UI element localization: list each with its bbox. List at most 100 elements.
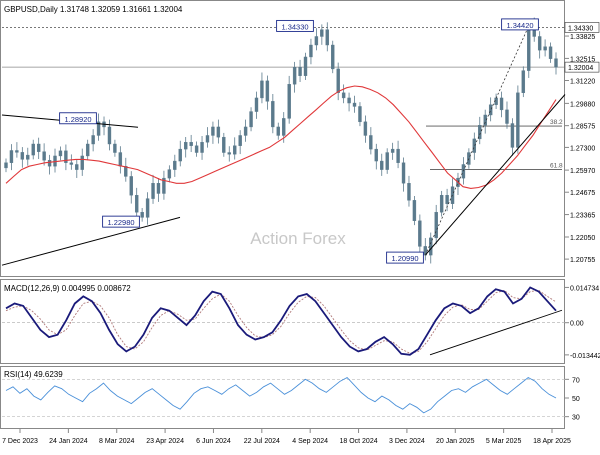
candle-body [499, 97, 504, 111]
annotation-high-2024-box [276, 19, 314, 32]
candle-body [80, 155, 84, 170]
price-y-tick-label: 1.27300 [570, 145, 595, 152]
price-header: GBPUSD,Daily 1.31748 1.32059 1.31661 1.3… [4, 5, 183, 14]
macd-y-axis: 0.014734 0.00 -0.013442 [565, 285, 600, 360]
candle-body [314, 36, 319, 46]
candle-body [527, 25, 531, 71]
candle-body [96, 121, 101, 136]
candle-body [4, 162, 8, 169]
candle-body [543, 46, 547, 51]
candle-body [347, 97, 351, 104]
candle-body [331, 44, 335, 70]
candle-body [113, 143, 117, 153]
candle-body [510, 123, 515, 148]
candle-body [412, 200, 417, 222]
x-tick-label: 4 Sep 2024 [292, 438, 328, 445]
macd-signal-line [5, 289, 557, 354]
x-tick-label: 18 Apr 2025 [533, 438, 571, 445]
candle-body [129, 176, 133, 196]
price-y-tick-label: 1.23365 [570, 213, 595, 220]
candle-body [243, 126, 248, 136]
candle-body [20, 152, 25, 160]
candle-body [478, 125, 482, 140]
candle-body [554, 58, 558, 68]
candle-body [276, 126, 280, 136]
watermark-text: Action Forex [250, 229, 346, 248]
candle-body [58, 150, 63, 157]
price-y-tick-label: 1.31220 [570, 79, 595, 86]
candle-body [385, 152, 389, 170]
candle-body [505, 109, 509, 124]
macd-trend-line [429, 309, 563, 356]
current-price-tag-text: 1.32004 [568, 65, 593, 72]
candle-body [521, 70, 526, 94]
candle-body [140, 212, 144, 218]
candle-body [548, 46, 553, 59]
candle-body [145, 198, 150, 218]
price-overlays: 1.34330 1.34420 1.28920 1.22980 1.20990 [1, 18, 566, 266]
candle-body [271, 101, 275, 128]
candle-body [156, 183, 161, 194]
macd-y-tick-label: 0.014734 [570, 285, 599, 292]
price-y-tick-label: 1.25970 [570, 168, 595, 175]
sma-line [5, 85, 557, 189]
candle-body [162, 177, 166, 194]
candle-body [31, 143, 35, 156]
rsi-series-line [5, 376, 557, 414]
annotation-low-2025-box [386, 251, 424, 264]
price-y-tick-label: 1.22050 [570, 235, 595, 242]
candle-body [374, 148, 378, 162]
macd-main-line [5, 286, 557, 356]
candle-body [189, 142, 193, 146]
price-candles [4, 17, 558, 264]
fib-level-label: 61.8 [550, 163, 563, 170]
candle-body [483, 114, 487, 126]
candle-body [36, 143, 41, 152]
candle-body [167, 169, 172, 179]
candle-body [260, 80, 264, 99]
candle-body [75, 164, 79, 170]
lower-channel-line [1, 216, 181, 266]
candle-body [336, 68, 340, 94]
candle-body [233, 145, 237, 155]
uptrend-line [424, 94, 566, 256]
candle-body [363, 121, 368, 136]
candle-body [380, 160, 384, 170]
x-tick-label: 8 Mar 2024 [99, 438, 135, 445]
fib-level-label: 38.2 [550, 119, 563, 126]
candle-body [352, 102, 357, 107]
rsi-header: RSI(14) 49.6239 [4, 370, 63, 379]
candle-body [369, 135, 373, 150]
candle-body [238, 135, 242, 146]
rsi-y-tick-label: 30 [572, 415, 580, 422]
candle-body [26, 154, 30, 160]
resistance-price-tag-box [564, 22, 600, 33]
candle-body [265, 80, 270, 102]
x-tick-label: 6 Jun 2024 [196, 438, 231, 445]
macd-lines [2, 286, 565, 356]
annotation-mid-high-box [59, 112, 97, 125]
candle-body [173, 160, 177, 170]
annotation-mid-high-text: 1.28920 [64, 115, 91, 124]
candle-body [124, 165, 128, 177]
x-tick-label: 3 Dec 2024 [389, 438, 425, 445]
candle-body [396, 148, 400, 163]
rsi-y-tick-label: 50 [572, 396, 580, 403]
current-price-tag-box [564, 61, 600, 73]
candle-body [254, 97, 259, 112]
candle-body [439, 194, 444, 213]
candle-body [325, 29, 329, 46]
x-tick-label: 7 Dec 2023 [2, 438, 38, 445]
price-sma-line [5, 85, 557, 189]
x-tick-label: 5 Mar 2025 [486, 438, 522, 445]
x-axis: 7 Dec 2023 24 Jan 2024 8 Mar 2024 23 Apr 20… [2, 429, 571, 445]
candle-body [249, 111, 253, 128]
annotation-low-2024-text: 1.22980 [107, 218, 134, 227]
candle-body [401, 162, 406, 184]
candle-body [292, 66, 297, 85]
candle-body [216, 126, 221, 138]
macd-y-tick-label: 0.00 [570, 321, 584, 328]
macd-header: MACD(12,26,9) 0.004995 0.008672 [4, 284, 131, 293]
